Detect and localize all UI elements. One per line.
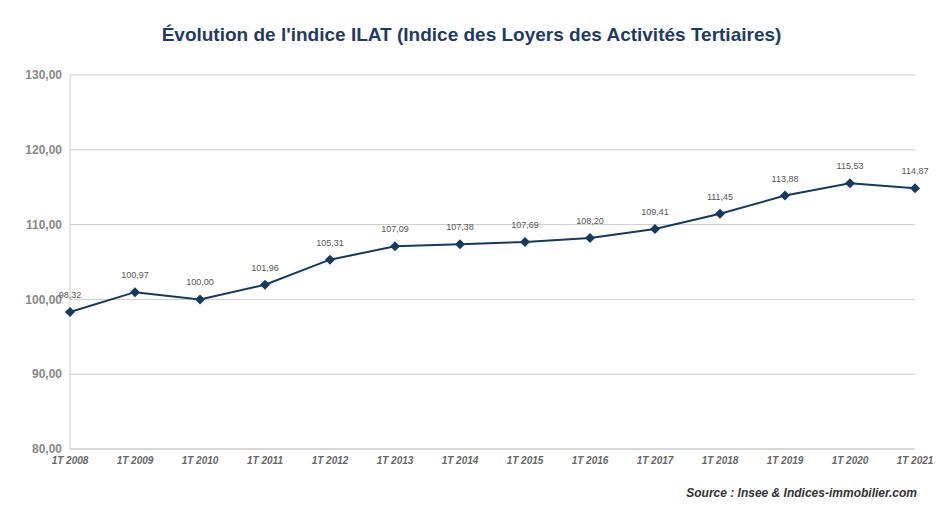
svg-text:100,97: 100,97 — [121, 270, 149, 280]
svg-text:113,88: 113,88 — [772, 174, 799, 184]
svg-text:1T 2010: 1T 2010 — [182, 455, 219, 466]
svg-text:109,41: 109,41 — [641, 207, 669, 217]
svg-text:90,00: 90,00 — [32, 367, 62, 381]
svg-text:101,96: 101,96 — [251, 263, 279, 273]
svg-text:1T 2018: 1T 2018 — [702, 455, 739, 466]
svg-text:111,45: 111,45 — [707, 192, 733, 202]
svg-text:1T 2013: 1T 2013 — [377, 455, 414, 466]
svg-text:107,09: 107,09 — [381, 224, 409, 234]
svg-text:130,00: 130,00 — [25, 68, 62, 82]
svg-text:114,87: 114,87 — [902, 166, 929, 176]
html-text:Source : Insee & Indices-immob: Source : Insee & Indices-immobilier.com — [686, 486, 917, 500]
svg-text:1T 2020: 1T 2020 — [832, 455, 869, 466]
svg-text:80,00: 80,00 — [32, 442, 62, 456]
svg-text:105,31: 105,31 — [316, 238, 344, 248]
svg-text:1T 2021: 1T 2021 — [897, 455, 934, 466]
svg-text:107,69: 107,69 — [511, 220, 539, 230]
svg-text:1T 2015: 1T 2015 — [507, 455, 544, 466]
html-text:Évolution de l'indice ILAT (In: Évolution de l'indice ILAT (Indice des L… — [161, 24, 782, 45]
svg-text:108,20: 108,20 — [576, 216, 604, 226]
svg-text:1T 2008: 1T 2008 — [52, 455, 89, 466]
svg-text:1T 2019: 1T 2019 — [767, 455, 804, 466]
svg-text:100,00: 100,00 — [186, 277, 214, 287]
svg-text:110,00: 110,00 — [26, 218, 62, 232]
svg-text:1T 2017: 1T 2017 — [637, 455, 674, 466]
svg-text:1T 2011: 1T 2011 — [247, 455, 283, 466]
svg-text:107,38: 107,38 — [446, 222, 474, 232]
svg-text:115,53: 115,53 — [837, 161, 864, 171]
svg-text:1T 2012: 1T 2012 — [312, 455, 349, 466]
svg-text:1T 2016: 1T 2016 — [572, 455, 609, 466]
svg-text:1T 2014: 1T 2014 — [442, 455, 479, 466]
svg-text:1T 2009: 1T 2009 — [117, 455, 154, 466]
svg-text:120,00: 120,00 — [25, 143, 62, 157]
svg-text:98,32: 98,32 — [59, 290, 82, 300]
svg-text:100,00: 100,00 — [25, 293, 62, 307]
